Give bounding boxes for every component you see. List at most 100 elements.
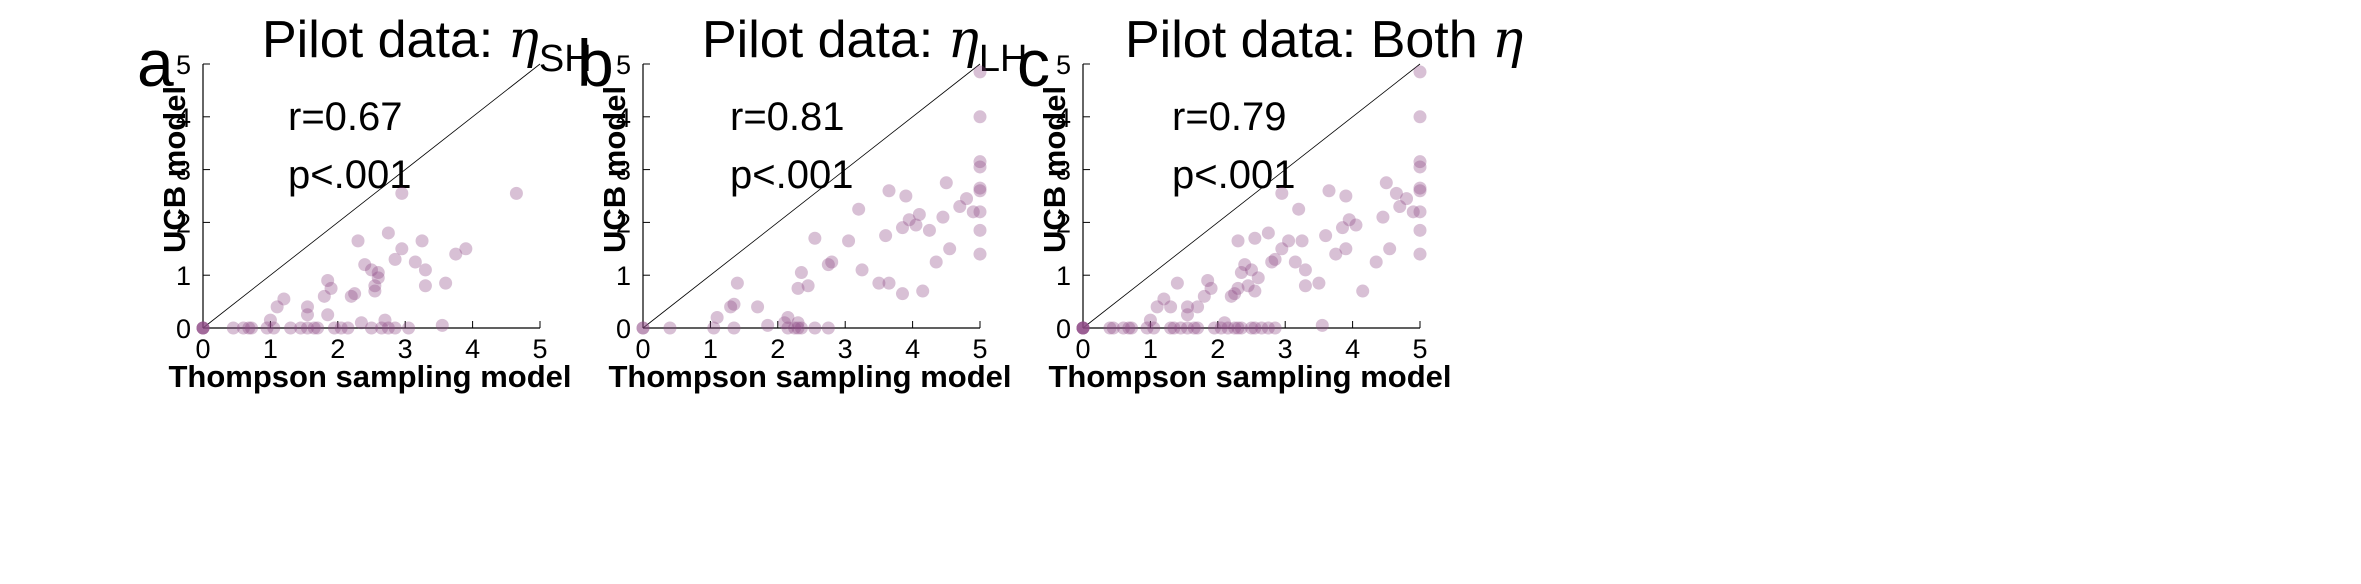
data-point [1228,287,1242,301]
data-point [1167,321,1181,335]
data-point [929,255,943,269]
data-point [354,316,368,330]
title-prefix: Pilot data: [262,11,508,69]
data-point [895,287,909,301]
title-subscript: SH [538,38,592,80]
data-point [1234,266,1248,280]
data-point [348,287,362,301]
data-point [368,284,382,298]
data-point [791,316,805,330]
data-point [1298,263,1312,277]
data-point [1076,321,1090,335]
data-point [1261,226,1275,240]
data-point [1170,276,1184,290]
x-tick-label: 0 [1075,334,1090,364]
data-point [973,247,987,261]
data-point [395,186,409,200]
eta-symbol: η [947,10,979,70]
r-value: r=0.81 [730,95,845,139]
data-point [1238,258,1252,272]
data-point [242,321,256,335]
data-point [1106,321,1120,335]
data-point [1191,321,1205,335]
data-point [791,281,805,295]
data-point [365,263,378,277]
data-point [788,321,802,335]
data-point [395,242,409,256]
data-point [388,321,402,335]
data-point [300,321,314,335]
data-point [341,321,355,335]
data-point [1413,247,1427,261]
data-point [267,321,281,335]
stats-annotation: r=0.67 p<.001 [288,88,411,204]
y-tick-label: 2 [176,208,191,238]
data-point [879,229,893,243]
data-point [902,213,916,227]
data-point [895,221,909,235]
y-tick-label: 0 [1056,314,1071,344]
data-point [1413,205,1427,219]
data-point [1116,321,1130,335]
data-point [415,234,429,248]
data-point [973,155,987,169]
data-point [1265,255,1279,269]
data-point [196,321,210,335]
data-point [1201,273,1215,287]
data-point [912,207,926,221]
data-point [1413,223,1427,237]
data-point [855,263,869,277]
p-value: p<.001 [1172,153,1296,197]
data-point [1221,321,1235,335]
title-subscript: LH [978,38,1028,80]
data-point [321,273,335,287]
data-point [882,276,896,290]
data-point [1292,202,1306,216]
p-value: p<.001 [288,153,412,197]
title-prefix: Pilot data: Both [1125,11,1493,69]
x-tick-label: 5 [532,334,547,364]
data-point [1174,321,1188,335]
data-point [1413,184,1427,198]
data-point [727,297,741,311]
data-point [1180,300,1194,314]
data-point [1103,321,1117,335]
data-point [402,321,416,335]
data-point [1383,242,1397,256]
identity-line [1082,63,1421,329]
data-point [327,321,341,335]
eta-symbol: η [1492,10,1524,70]
data-point [418,263,432,277]
data-point [1393,200,1407,214]
data-point [791,321,805,335]
x-tick-label: 2 [330,334,345,364]
data-point [872,276,886,290]
panel-title: Pilot data: ηSH [262,10,592,81]
x-tick-label: 5 [1412,334,1427,364]
data-point [966,205,980,219]
p-value: p<.001 [730,153,854,197]
data-point [936,210,950,224]
identity-line [202,63,541,329]
data-point [1413,181,1427,195]
data-point [852,202,866,216]
data-point [1228,321,1242,335]
data-point [1076,321,1090,335]
data-point [1076,321,1090,335]
data-point [808,231,822,245]
data-point [1224,289,1238,303]
scatter-plot: 0 1 2 3 4 5 0 1 2 3 4 5 [616,50,988,364]
x-tick-label: 3 [838,334,853,364]
x-tick-label: 3 [398,334,413,364]
data-point [781,310,795,324]
data-point [388,252,402,266]
data-point [636,321,650,335]
data-point [1413,155,1427,169]
data-point [1164,321,1178,335]
data-point [1197,289,1211,303]
data-point [1140,321,1154,335]
data-point [1413,65,1427,79]
data-point [1339,189,1353,203]
scatter-plot: 0 1 2 3 4 5 0 1 2 3 4 5 [1056,50,1428,364]
x-axis-label: Thompson sampling model [1048,359,1452,394]
